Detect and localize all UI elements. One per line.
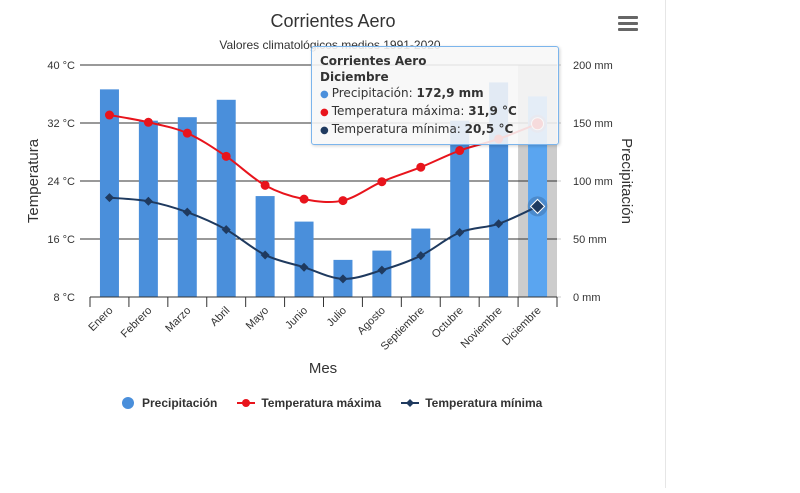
point-tmin — [494, 219, 504, 229]
point-tmin — [143, 196, 153, 206]
x-tick-label: Enero — [86, 305, 115, 334]
x-tick-label: Abril — [208, 305, 232, 329]
point-tmin — [416, 251, 426, 261]
tooltip-row-tmin: ● Temperatura mínima: 20,5 °C — [320, 121, 550, 139]
x-tick-label: Noviembre — [459, 305, 505, 351]
point-tmin — [529, 198, 546, 215]
legend: Precipitación Temperatura máxima Tempera… — [120, 394, 562, 412]
y-axis-left-title: Temperatura — [25, 138, 42, 223]
y-right-tick-label: 50 mm — [573, 234, 607, 246]
point-tmax — [455, 146, 465, 156]
circle-icon: ● — [320, 89, 329, 100]
point-tmin — [104, 193, 114, 203]
line-circle-icon — [237, 399, 256, 407]
tooltip-label: Precipitación: — [331, 86, 417, 100]
bar-precipitacion — [216, 99, 236, 297]
bar-precipitacion — [138, 120, 158, 298]
point-tmax — [104, 110, 114, 120]
point-tmax — [377, 177, 387, 187]
tooltip-value: 31,9 °C — [468, 104, 517, 118]
y-left-tick-label: 24 °C — [47, 176, 75, 188]
tooltip-label: Temperatura máxima: — [331, 104, 469, 118]
line-tmin — [109, 196, 538, 280]
x-axis-title: Mes — [309, 360, 337, 377]
y-right-tick-label: 150 mm — [573, 118, 613, 130]
tooltip-title: Corrientes Aero — [320, 54, 427, 68]
point-tmax — [416, 162, 426, 172]
point-tmin — [455, 227, 465, 237]
tooltip-value: 172,9 mm — [416, 86, 484, 100]
tooltip-row-tmax: ● Temperatura máxima: 31,9 °C — [320, 103, 550, 121]
chart-title: Corrientes Aero — [270, 11, 395, 31]
tooltip: Corrientes Aero Diciembre ● Precipitación… — [311, 46, 559, 145]
point-tmin — [182, 207, 192, 217]
bar-precipitacion — [411, 228, 431, 297]
point-tmax — [299, 194, 309, 204]
circle-icon — [122, 397, 134, 409]
panel-divider — [665, 0, 666, 488]
legend-label: Temperatura máxima — [261, 396, 382, 410]
x-tick-label: Octubre — [430, 305, 466, 341]
x-tick-label: Junio — [283, 305, 310, 332]
tooltip-label: Temperatura mínima: — [331, 122, 465, 136]
legend-item-precipitation[interactable]: Precipitación — [120, 395, 217, 411]
y-left-tick-label: 40 °C — [47, 60, 75, 72]
x-tick-label: Agosto — [355, 305, 388, 338]
bar-precipitacion — [450, 120, 470, 298]
bar-precipitacion — [255, 196, 275, 297]
legend-label: Precipitación — [142, 396, 218, 410]
legend-item-tmax[interactable]: Temperatura máxima — [237, 395, 381, 411]
x-tick-label: Febrero — [119, 305, 155, 341]
x-tick-label: Julio — [325, 305, 349, 329]
point-tmax — [260, 180, 270, 190]
y-left-tick-label: 32 °C — [47, 118, 75, 130]
point-tmax — [221, 151, 231, 161]
chart-svg: Corrientes Aero Valores climatológicos m… — [25, 11, 635, 377]
hamburger-menu-icon[interactable] — [616, 14, 640, 36]
tooltip-value: 20,5 °C — [464, 122, 514, 136]
y-axis-right-title: Precipitación — [618, 138, 635, 224]
bar-precipitacion — [177, 117, 197, 297]
x-tick-label: Mayo — [244, 305, 272, 333]
chart-container: Corrientes Aero Valores climatológicos m… — [25, 11, 640, 412]
legend-label: Temperatura mínima — [425, 396, 543, 410]
point-tmax — [182, 128, 192, 138]
point-tmax — [338, 196, 348, 206]
y-left-tick-label: 8 °C — [53, 292, 75, 304]
line-diamond-icon — [401, 399, 420, 407]
point-tmin — [377, 265, 387, 275]
y-right-tick-label: 200 mm — [573, 60, 613, 72]
point-tmin — [221, 225, 231, 235]
y-left-tick-label: 16 °C — [47, 234, 75, 246]
point-tmin — [299, 262, 309, 272]
x-tick-label: Marzo — [163, 305, 193, 335]
point-tmax — [143, 117, 153, 127]
point-tmin — [338, 274, 348, 284]
y-right-tick-label: 100 mm — [573, 176, 613, 188]
bar-precipitacion — [294, 221, 314, 297]
bar-precipitacion — [528, 96, 548, 297]
circle-icon: ● — [320, 107, 329, 118]
tooltip-category: Diciembre — [320, 70, 389, 84]
circle-icon: ● — [320, 125, 329, 136]
y-right-tick-label: 0 mm — [573, 292, 601, 304]
tooltip-row-precipitation: ● Precipitación: 172,9 mm — [320, 85, 550, 103]
point-tmin — [260, 250, 270, 260]
x-tick-label: Diciembre — [500, 305, 543, 348]
legend-item-tmin[interactable]: Temperatura mínima — [401, 395, 542, 411]
